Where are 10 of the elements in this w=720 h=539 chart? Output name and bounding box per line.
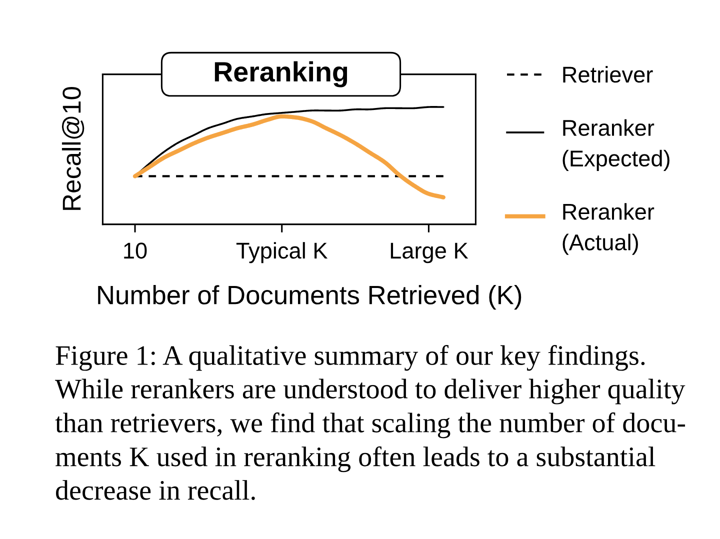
x-axis-title: Number of Documents Retrieved (K)	[98, 285, 522, 310]
legend-label: Retriever	[563, 66, 653, 83]
x-tick-label: 10	[124, 242, 147, 259]
caption: Figure 1: A qualitative summary of our key findings. While rerankers are understood to deliver higher quality than retrievers, we find that scaling the number of docu- ments K used in reranking often leads to a substantial decrease in recall.	[55, 345, 686, 500]
legend-label: Reranker (Expected)	[562, 119, 670, 172]
x-tick-label: Typical K	[236, 242, 328, 264]
y-axis-title: Recall@10	[62, 86, 84, 210]
legend-label: Reranker (Actual)	[562, 203, 654, 255]
chart-title: Reranking	[214, 61, 348, 88]
x-tick-label: Large K	[390, 242, 468, 264]
